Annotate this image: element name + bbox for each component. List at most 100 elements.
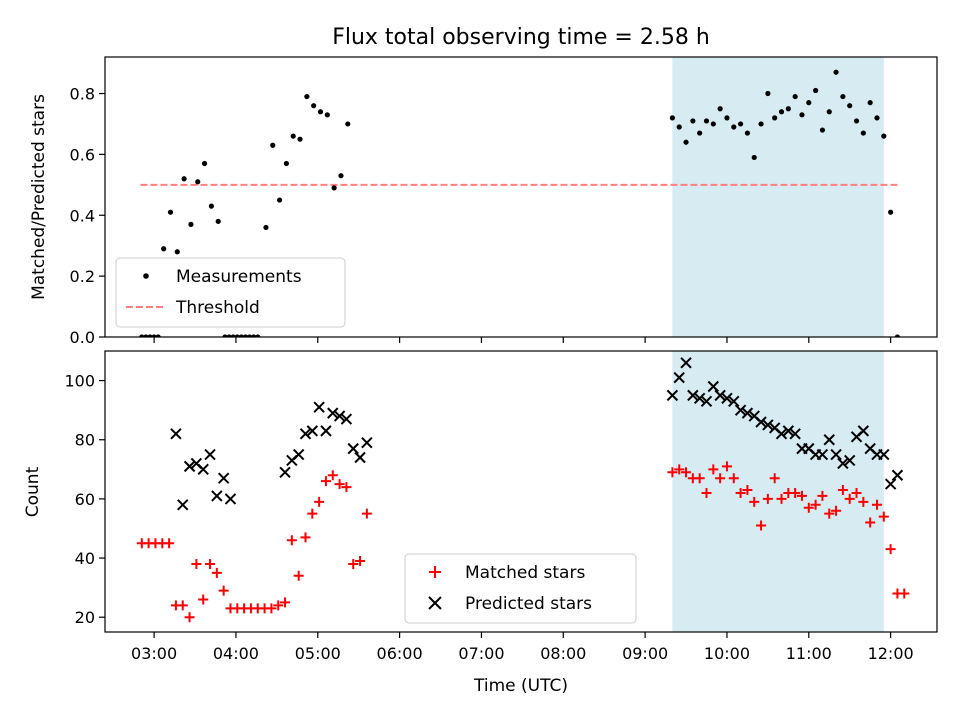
- matched-stars-point: [817, 490, 828, 501]
- matched-stars-point: [300, 532, 311, 543]
- matched-stars-point: [205, 558, 216, 569]
- bottom-y-tick-label: 80: [75, 431, 95, 450]
- measurement-point: [826, 109, 832, 115]
- measurement-point: [345, 121, 351, 127]
- matched-stars-point: [831, 505, 842, 516]
- bottom-x-tick-label: 07:00: [458, 644, 504, 663]
- predicted-stars-point: [687, 389, 699, 402]
- matched-stars-point: [735, 487, 746, 498]
- measurement-point: [778, 109, 785, 115]
- predicted-stars-point: [762, 419, 774, 431]
- measurement-point: [833, 69, 839, 75]
- measurement-point: [195, 179, 201, 185]
- top-y-tick-label: 0.4: [70, 206, 95, 225]
- measurement-point: [717, 106, 723, 112]
- matched-stars-point: [790, 487, 801, 498]
- measurement-point: [894, 334, 901, 337]
- matched-stars-point: [177, 600, 188, 611]
- predicted-stars-point: [177, 499, 189, 511]
- predicted-stars-point: [816, 448, 829, 461]
- predicted-stars-point: [211, 490, 223, 502]
- predicted-stars-point: [755, 416, 767, 428]
- predicted-stars-point: [680, 357, 692, 369]
- measurement-point: [888, 209, 894, 215]
- matched-stars-point: [776, 493, 787, 504]
- matched-stars-point: [769, 473, 780, 484]
- measurement-point: [181, 176, 187, 182]
- top-plot-content: [139, 57, 901, 337]
- measurement-point: [840, 93, 846, 100]
- matched-stars-point: [810, 499, 821, 510]
- predicted-stars-point: [666, 389, 679, 402]
- measurement-point: [881, 133, 887, 139]
- predicted-stars-point: [306, 425, 319, 437]
- predicted-stars-point: [721, 392, 733, 405]
- matched-stars-point: [899, 588, 910, 599]
- measurement-point: [151, 334, 157, 337]
- measurement-point: [155, 334, 161, 337]
- matched-stars-point: [293, 570, 304, 581]
- measurement-point: [290, 133, 296, 139]
- measurement-point: [215, 218, 221, 224]
- bottom-x-tick-label: 08:00: [540, 644, 586, 663]
- measurement-point: [147, 334, 153, 337]
- matched-stars-point: [674, 464, 685, 475]
- measurement-point: [208, 203, 214, 209]
- predicted-stars-point: [734, 404, 747, 416]
- bottom-y-tick-label: 60: [75, 490, 95, 509]
- measurement-point: [806, 100, 812, 106]
- top-legend-box: [115, 257, 346, 328]
- bottom-x-tick-label: 11:00: [786, 644, 832, 663]
- measurement-point: [226, 334, 232, 337]
- matched-stars-point: [885, 544, 896, 555]
- measurement-point: [297, 136, 303, 142]
- bottom-x-tick-label: 06:00: [377, 644, 423, 663]
- matched-stars-point: [198, 594, 209, 605]
- predicted-stars-point: [197, 463, 209, 476]
- predicted-stars-point: [857, 425, 870, 437]
- matched-stars-point: [865, 517, 876, 528]
- measurement-point: [161, 246, 167, 252]
- predicted-stars-point: [361, 436, 373, 449]
- measurement-point: [331, 185, 337, 191]
- bottom-x-tick-label: 05:00: [295, 644, 341, 663]
- matched-stars-point: [708, 464, 719, 475]
- matched-stars-point: [320, 476, 331, 487]
- matched-stars-point: [307, 508, 318, 519]
- measurement-point: [792, 93, 798, 100]
- predicted-stars-point: [354, 451, 366, 464]
- measurement-point: [731, 124, 737, 130]
- predicted-stars-point: [891, 469, 904, 481]
- predicted-stars-point: [693, 392, 706, 405]
- measurement-point: [724, 115, 730, 121]
- measurement-point: [304, 93, 310, 100]
- predicted-stars-point: [714, 389, 726, 402]
- top-y-tick-label: 0.2: [70, 267, 95, 286]
- measurement-point: [255, 334, 261, 337]
- predicted-stars-point: [279, 466, 291, 478]
- measurement-point: [683, 139, 689, 145]
- measurement-point: [263, 224, 269, 231]
- matched-stars-point: [667, 467, 678, 478]
- predicted-stars-point: [299, 428, 312, 440]
- measurement-point: [860, 130, 866, 136]
- predicted-stars-point: [837, 457, 849, 470]
- matched-stars-point: [286, 535, 297, 546]
- measurement-point: [744, 130, 751, 136]
- matched-stars-point: [844, 493, 855, 504]
- measurement-point: [676, 124, 682, 130]
- predicted-stars-point: [673, 371, 685, 384]
- top-y-tick-label: 0.0: [70, 328, 95, 347]
- matched-stars-point: [851, 487, 862, 498]
- predicted-stars-point: [327, 407, 339, 419]
- bottom-x-tick-label: 09:00: [622, 644, 668, 663]
- matched-stars-point: [164, 538, 175, 549]
- matched-stars-point: [266, 603, 277, 614]
- matched-stars-point: [211, 567, 222, 578]
- measurement-point: [772, 115, 778, 121]
- matched-stars-point: [837, 485, 848, 496]
- x-axis-label: Time (UTC): [473, 676, 568, 696]
- matched-stars-point: [334, 479, 345, 490]
- predicted-stars-point: [170, 428, 182, 440]
- matched-stars-point: [361, 508, 372, 519]
